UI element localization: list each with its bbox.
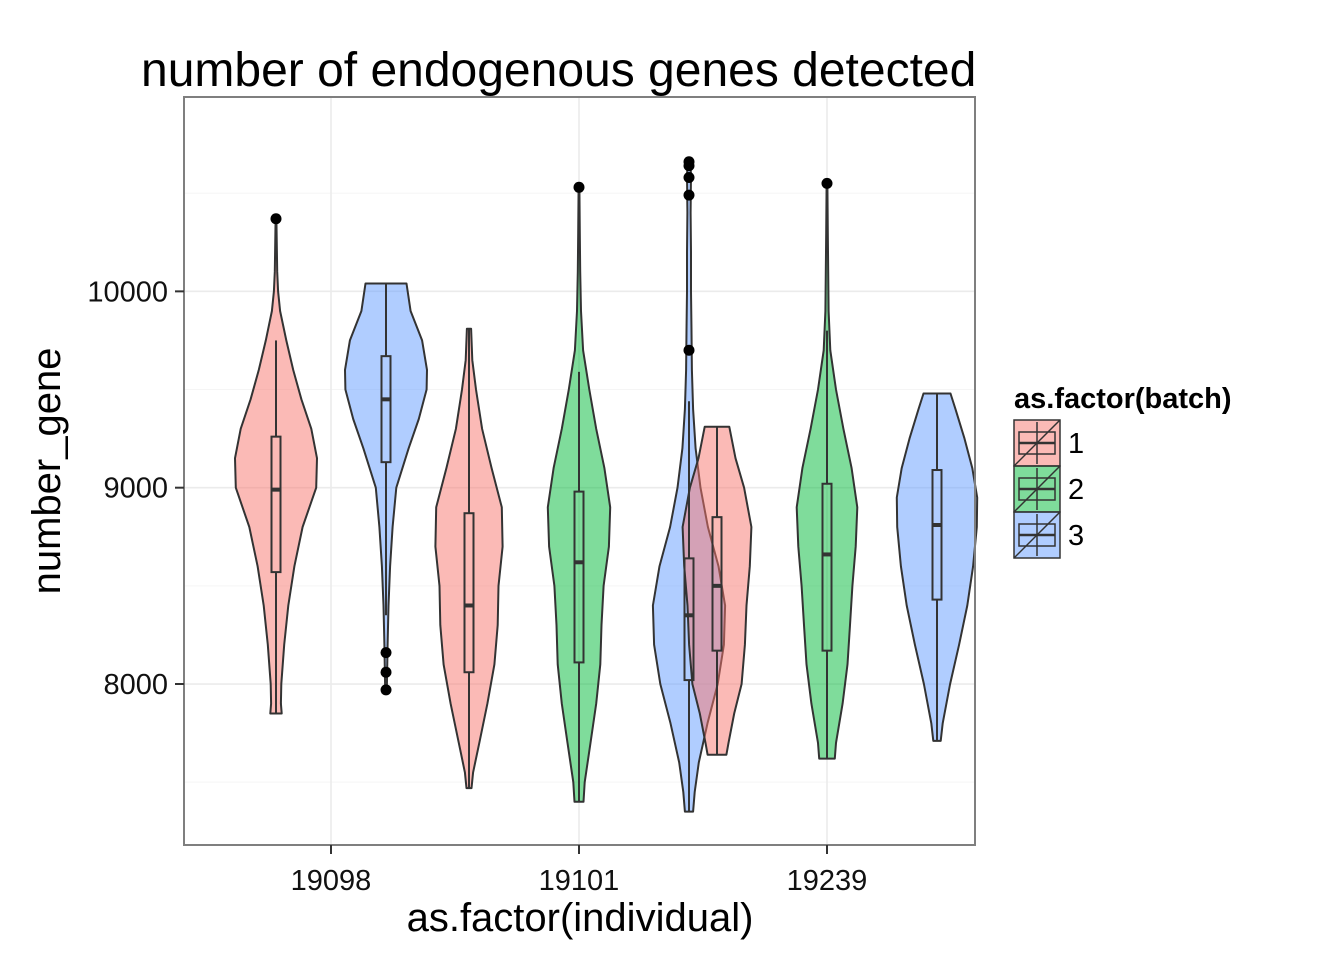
- outlier-point: [683, 156, 695, 168]
- box-iqr: [573, 490, 585, 664]
- legend-label-3: 3: [1068, 520, 1084, 552]
- outlier-point: [380, 684, 392, 696]
- legend-label-2: 2: [1068, 474, 1084, 506]
- outlier-points: [270, 156, 833, 696]
- legend-title: as.factor(batch): [1014, 383, 1232, 415]
- box-iqr: [931, 469, 943, 601]
- box-iqr: [270, 435, 282, 574]
- outlier-point: [380, 647, 392, 659]
- outlier-point: [380, 666, 392, 678]
- legend: as.factor(batch) 1 2 3: [1013, 383, 1232, 559]
- legend-label-1: 1: [1068, 428, 1084, 460]
- legend-items: 1 2 3: [1013, 419, 1084, 559]
- violin-19101-batch1: [434, 327, 504, 790]
- box-iqr: [463, 512, 475, 674]
- outlier-point: [683, 344, 695, 356]
- outlier-point: [270, 213, 282, 225]
- y-tick-label: 10000: [87, 276, 168, 308]
- chart-title: number of endogenous genes detected: [141, 44, 976, 97]
- y-axis: 8000 9000 10000: [87, 276, 184, 701]
- y-tick-label: 9000: [103, 473, 168, 505]
- x-tick-label: 19098: [291, 865, 372, 897]
- outlier-point: [683, 189, 695, 201]
- x-tick-label: 19101: [539, 865, 620, 897]
- box-iqr: [380, 355, 392, 464]
- outlier-point: [683, 171, 695, 183]
- outlier-point: [821, 177, 833, 189]
- y-axis-title: number_gene: [25, 348, 69, 595]
- violin-19239-batch3: [895, 392, 979, 742]
- x-axis-title: as.factor(individual): [407, 896, 754, 940]
- boxplots: [270, 283, 943, 812]
- box-iqr: [821, 482, 833, 652]
- y-tick-label: 8000: [103, 669, 168, 701]
- x-tick-label: 19239: [787, 865, 868, 897]
- box-iqr: [683, 557, 695, 682]
- violin-19239-batch1: [681, 425, 753, 756]
- x-axis: 19098 19101 19239: [291, 845, 868, 897]
- outlier-point: [573, 181, 585, 193]
